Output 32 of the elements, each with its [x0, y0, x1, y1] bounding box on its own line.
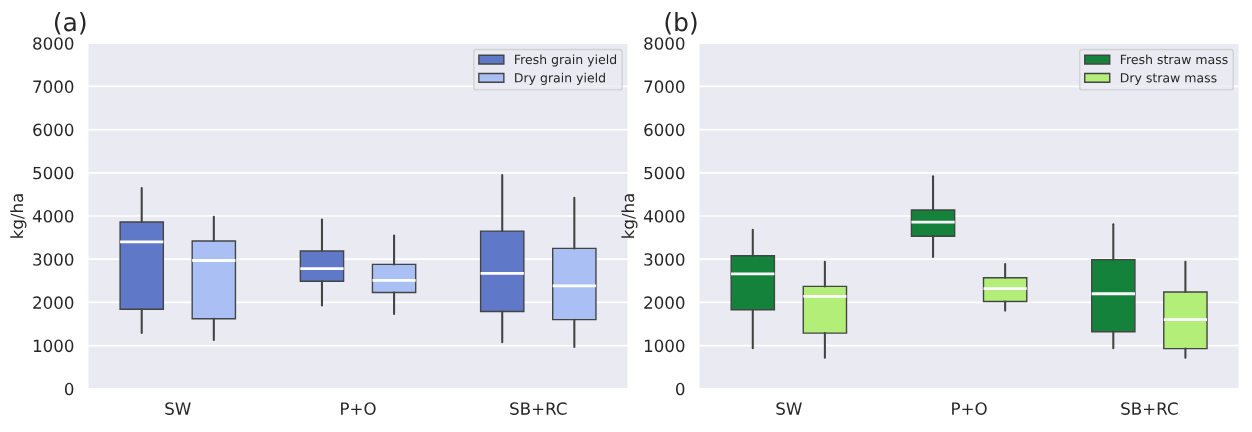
legend-label: Fresh straw mass — [1120, 54, 1228, 65]
chart-title: (b) — [665, 12, 697, 35]
y-tick-label: 5000 — [644, 166, 685, 180]
y-tick-label: 7000 — [33, 80, 74, 93]
x-tick-label: P+O — [952, 402, 987, 415]
x-tick-label: SW — [165, 402, 191, 415]
legend-label: Fresh grain yield — [515, 54, 617, 67]
y-tick-label: 6000 — [33, 123, 74, 137]
y-tick-label: 0 — [676, 382, 685, 396]
y-tick-label: 4000 — [32, 209, 74, 223]
y-tick-label: 8000 — [644, 37, 685, 50]
chart-title: (a) — [54, 12, 86, 35]
y-tick-label: 3000 — [644, 253, 685, 266]
x-tick-label: P+O — [341, 402, 376, 415]
x-tick-label: SB+RC — [510, 402, 567, 415]
x-tick-label: SW — [776, 402, 802, 415]
y-axis-title: kg/ha — [621, 194, 638, 238]
y-tick-label: 1000 — [33, 339, 74, 353]
y-tick-label: 7000 — [644, 80, 685, 93]
legend-label: Dry straw mass — [1120, 73, 1217, 85]
y-tick-label: 5000 — [33, 166, 74, 180]
y-tick-label: 1000 — [644, 339, 685, 353]
y-tick-label: 0 — [64, 382, 74, 396]
legend-label: Dry grain yield — [515, 72, 605, 85]
y-tick-label: 2000 — [33, 296, 74, 309]
y-tick-label: 2000 — [644, 296, 685, 309]
y-axis-title: kg/ha — [10, 194, 27, 238]
y-tick-label: 8000 — [33, 37, 74, 50]
y-tick-label: 6000 — [644, 123, 685, 137]
y-tick-label: 3000 — [33, 253, 74, 266]
x-tick-label: SB+RC — [1121, 402, 1178, 415]
y-tick-label: 4000 — [643, 209, 685, 223]
